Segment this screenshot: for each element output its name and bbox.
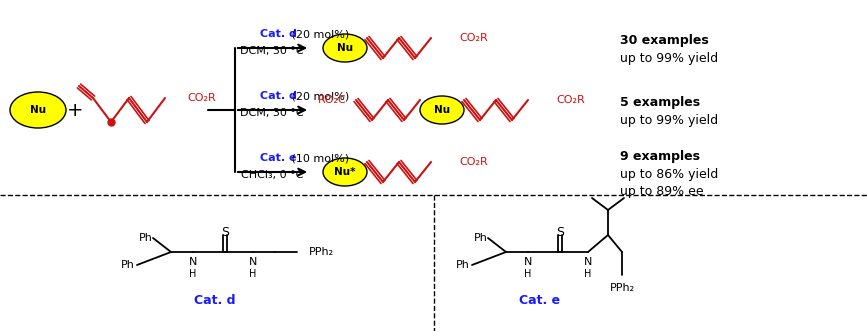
Text: N: N xyxy=(249,257,257,267)
Text: H: H xyxy=(525,269,531,279)
Text: CO₂R: CO₂R xyxy=(459,33,488,43)
Text: CO₂R: CO₂R xyxy=(556,95,584,105)
Text: H: H xyxy=(189,269,197,279)
Text: up to 89% ee: up to 89% ee xyxy=(620,185,704,199)
Ellipse shape xyxy=(323,158,367,186)
Text: up to 99% yield: up to 99% yield xyxy=(620,114,718,126)
Text: CO₂R: CO₂R xyxy=(187,93,216,103)
Ellipse shape xyxy=(323,34,367,62)
Text: CO₂R: CO₂R xyxy=(459,157,488,167)
Text: PPh₂: PPh₂ xyxy=(309,247,334,257)
Text: Cat. d: Cat. d xyxy=(260,91,297,101)
Text: (10 mol%): (10 mol%) xyxy=(288,153,349,163)
Ellipse shape xyxy=(10,92,66,128)
Text: Ph: Ph xyxy=(474,233,488,243)
Text: S: S xyxy=(556,225,564,239)
Text: N: N xyxy=(189,257,197,267)
Text: (20 mol%): (20 mol%) xyxy=(288,29,349,39)
Text: H: H xyxy=(250,269,257,279)
Text: CHCl₃, 0 °C: CHCl₃, 0 °C xyxy=(241,170,303,180)
Text: (20 mol%): (20 mol%) xyxy=(288,91,349,101)
Text: N: N xyxy=(524,257,532,267)
Ellipse shape xyxy=(420,96,464,124)
Text: +: + xyxy=(67,101,83,119)
Text: Cat. d: Cat. d xyxy=(260,29,297,39)
Text: up to 99% yield: up to 99% yield xyxy=(620,52,718,65)
Text: Ph: Ph xyxy=(456,260,470,270)
Text: H: H xyxy=(584,269,591,279)
Text: Ph: Ph xyxy=(121,260,135,270)
Text: Cat. e: Cat. e xyxy=(519,294,561,307)
Text: Ph: Ph xyxy=(139,233,153,243)
Text: up to 86% yield: up to 86% yield xyxy=(620,167,718,180)
Text: 30 examples: 30 examples xyxy=(620,33,708,46)
Text: 5 examples: 5 examples xyxy=(620,96,701,109)
Text: Nu: Nu xyxy=(434,105,450,115)
Text: Nu: Nu xyxy=(337,43,353,53)
Text: Nu*: Nu* xyxy=(335,167,355,177)
Text: Nu: Nu xyxy=(30,105,46,115)
Text: RO₂C: RO₂C xyxy=(318,95,347,105)
Text: PPh₂: PPh₂ xyxy=(610,283,635,293)
Text: N: N xyxy=(583,257,592,267)
Text: 9 examples: 9 examples xyxy=(620,150,700,163)
Text: Cat. e: Cat. e xyxy=(260,153,297,163)
Text: DCM, 30 °C: DCM, 30 °C xyxy=(240,108,303,118)
Text: S: S xyxy=(221,225,229,239)
Text: Cat. d: Cat. d xyxy=(194,294,236,307)
Text: DCM, 30 °C: DCM, 30 °C xyxy=(240,46,303,56)
